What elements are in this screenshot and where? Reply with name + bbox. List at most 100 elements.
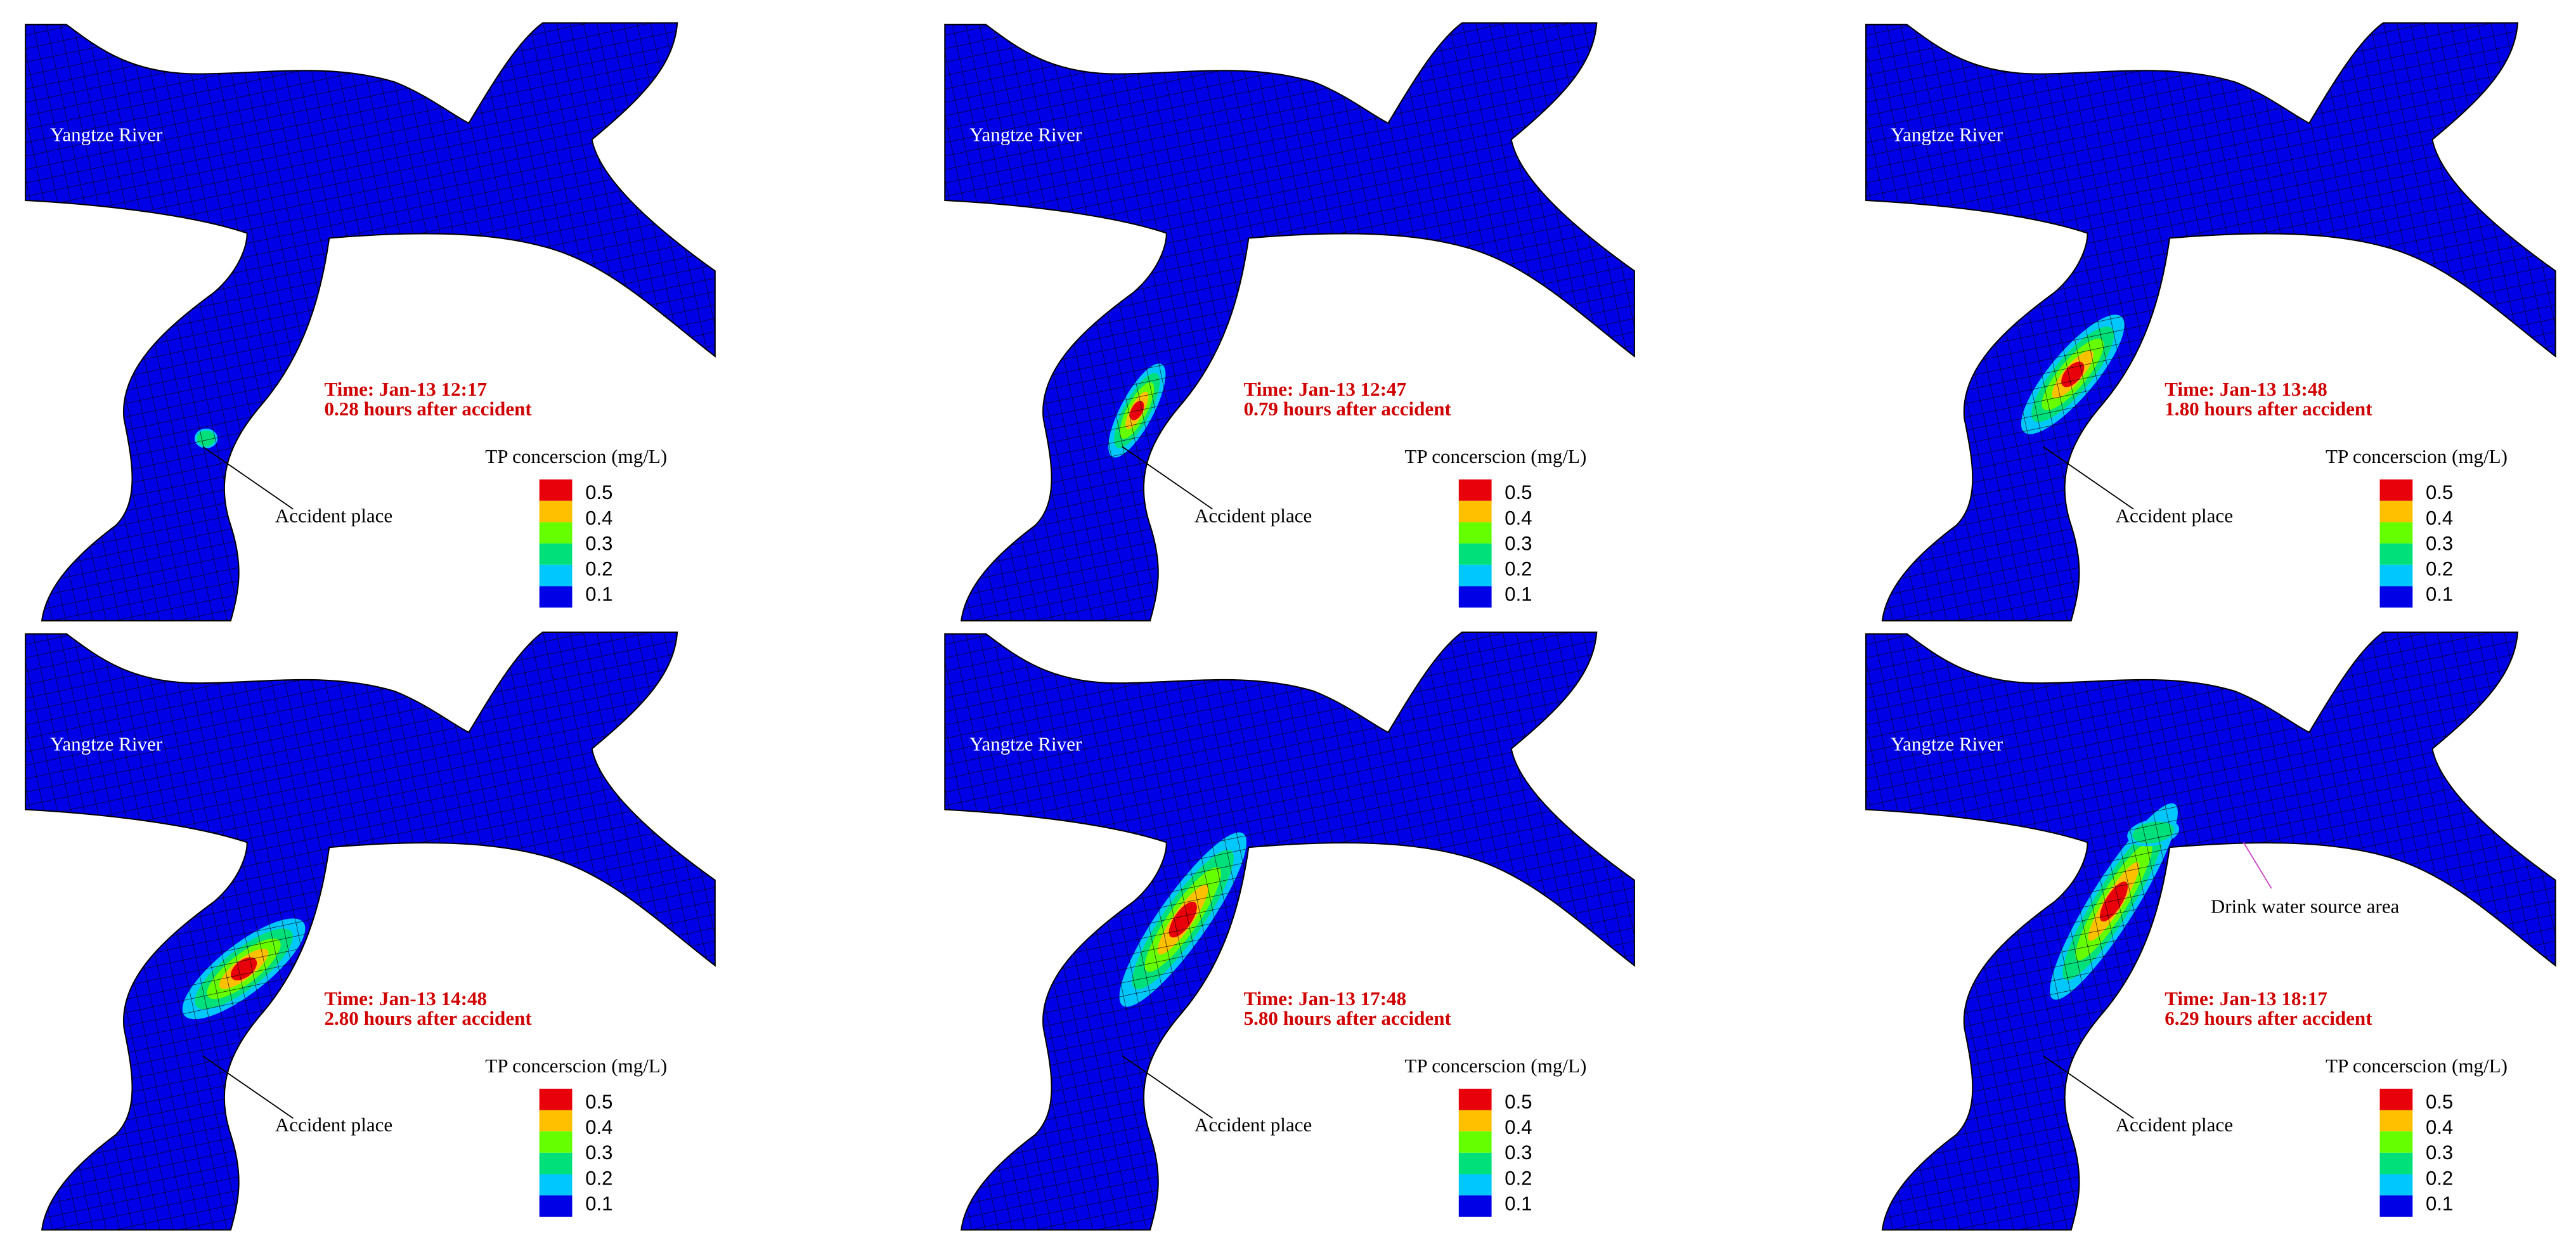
legend-swatch — [1458, 1174, 1492, 1196]
legend-label: 0.2 — [585, 1167, 612, 1189]
legend-label: 0.1 — [2426, 1192, 2453, 1214]
legend-label: 0.4 — [1505, 1116, 1532, 1138]
river-outline — [25, 22, 716, 621]
legend-swatch — [539, 500, 573, 523]
legend-label: 0.5 — [2426, 1091, 2453, 1113]
legend-swatch — [539, 1195, 573, 1217]
leader-line — [2043, 446, 2134, 510]
panel: Yangtze River Time: Jan-13 18:176.29 hour… — [1865, 631, 2556, 1231]
legend-title: TP concerscion (mg/L) — [2326, 1055, 2508, 1077]
legend-swatch — [1458, 1110, 1492, 1132]
time-label: Time: Jan-13 17:48 — [1244, 987, 1407, 1010]
legend-swatch — [539, 479, 573, 501]
panel: Yangtze River Time: Jan-13 13:481.80 hour… — [1865, 22, 2556, 621]
legend-label: 0.3 — [585, 532, 612, 554]
legend-swatch — [2379, 500, 2413, 523]
legend-label: 0.3 — [1505, 1141, 1532, 1164]
accident-label: Accident place — [2116, 504, 2233, 526]
legend-swatch — [539, 1110, 573, 1132]
legend-label: 0.1 — [1505, 1192, 1532, 1214]
legend-label: 0.3 — [1505, 532, 1532, 554]
legend-swatch — [1458, 543, 1492, 565]
legend-label: 0.2 — [2426, 558, 2453, 580]
legend-swatch — [2379, 522, 2413, 544]
legend-label: 0.1 — [1505, 583, 1532, 606]
legend-label: 0.1 — [585, 1192, 612, 1214]
legend-label: 0.4 — [1505, 507, 1532, 529]
legend-swatch — [1458, 586, 1492, 608]
legend-swatch — [539, 543, 573, 565]
river-outline — [25, 631, 716, 1231]
legend-label: 0.5 — [585, 481, 612, 504]
elapsed-label: 6.29 hours after accident — [2165, 1007, 2372, 1029]
legend-title: TP concerscion (mg/L) — [2326, 445, 2508, 467]
legend-swatch — [2379, 1131, 2413, 1153]
river-label: Yangtze River — [1891, 124, 2003, 146]
legend-swatch — [2379, 1110, 2413, 1132]
legend-title: TP concerscion (mg/L) — [1404, 1055, 1586, 1077]
legend-swatch — [2379, 586, 2413, 608]
legend-label: 0.3 — [585, 1141, 612, 1164]
legend-title: TP concerscion (mg/L) — [485, 445, 667, 467]
panel: Yangtze River Time: Jan-13 14:482.80 hour… — [25, 631, 716, 1231]
legend-swatch — [539, 522, 573, 544]
legend-swatch — [539, 1131, 573, 1153]
legend-label: 0.3 — [2426, 532, 2453, 554]
legend-label: 0.5 — [585, 1091, 612, 1113]
time-label: Time: Jan-13 12:47 — [1244, 378, 1407, 400]
time-label: Time: Jan-13 12:17 — [324, 378, 487, 400]
elapsed-label: 0.28 hours after accident — [324, 398, 532, 420]
panel: Yangtze River Time: Jan-13 12:470.79 hour… — [944, 22, 1635, 621]
river-outline — [944, 631, 1635, 1231]
legend-label: 0.2 — [1505, 1167, 1532, 1189]
leader-line — [1122, 446, 1213, 510]
river-outline — [1865, 631, 2556, 1231]
legend-swatch — [1458, 1152, 1492, 1174]
legend-label: 0.5 — [1505, 1091, 1532, 1113]
time-label: Time: Jan-13 18:17 — [2165, 987, 2327, 1010]
legend-swatch — [1458, 1131, 1492, 1153]
legend-swatch — [1458, 1195, 1492, 1217]
legend-label: 0.5 — [2426, 481, 2453, 504]
legend-swatch — [539, 1174, 573, 1196]
legend-swatch — [1458, 1088, 1492, 1110]
drink-water-label: Drink water source area — [2211, 895, 2400, 918]
accident-label: Accident place — [2116, 1114, 2233, 1136]
legend-swatch — [1458, 500, 1492, 523]
accident-label: Accident place — [1194, 504, 1312, 526]
legend-swatch — [539, 1088, 573, 1110]
legend-label: 0.5 — [1505, 481, 1532, 504]
elapsed-label: 0.79 hours after accident — [1244, 398, 1452, 420]
legend-swatch — [539, 586, 573, 608]
legend-label: 0.4 — [585, 1116, 612, 1138]
legend-swatch — [2379, 479, 2413, 501]
legend-label: 0.2 — [1505, 558, 1532, 580]
river-label: Yangtze River — [969, 732, 1082, 755]
accident-label: Accident place — [1194, 1114, 1312, 1136]
river-outline — [944, 22, 1635, 621]
legend-label: 0.1 — [2426, 583, 2453, 606]
legend-swatch — [539, 1152, 573, 1174]
river-label: Yangtze River — [50, 732, 163, 755]
leader-line — [202, 446, 294, 510]
river-label: Yangtze River — [1891, 732, 2003, 755]
river-label: Yangtze River — [969, 124, 1082, 146]
legend-label: 0.4 — [585, 507, 612, 529]
legend-label: 0.1 — [585, 583, 612, 606]
legend-swatch — [2379, 543, 2413, 565]
legend-title: TP concerscion (mg/L) — [1404, 445, 1586, 467]
legend-label: 0.4 — [2426, 1116, 2453, 1138]
accident-label: Accident place — [275, 1114, 392, 1136]
accident-label: Accident place — [275, 504, 392, 526]
river-label: Yangtze River — [50, 124, 163, 146]
legend-label: 0.2 — [2426, 1167, 2453, 1189]
leader-line — [2243, 842, 2272, 889]
legend-swatch — [1458, 479, 1492, 501]
time-label: Time: Jan-13 14:48 — [324, 987, 487, 1010]
legend-swatch — [1458, 522, 1492, 544]
panel: Yangtze River Time: Jan-13 17:485.80 hour… — [944, 631, 1635, 1231]
elapsed-label: 5.80 hours after accident — [1244, 1007, 1452, 1029]
legend-swatch — [1458, 564, 1492, 587]
